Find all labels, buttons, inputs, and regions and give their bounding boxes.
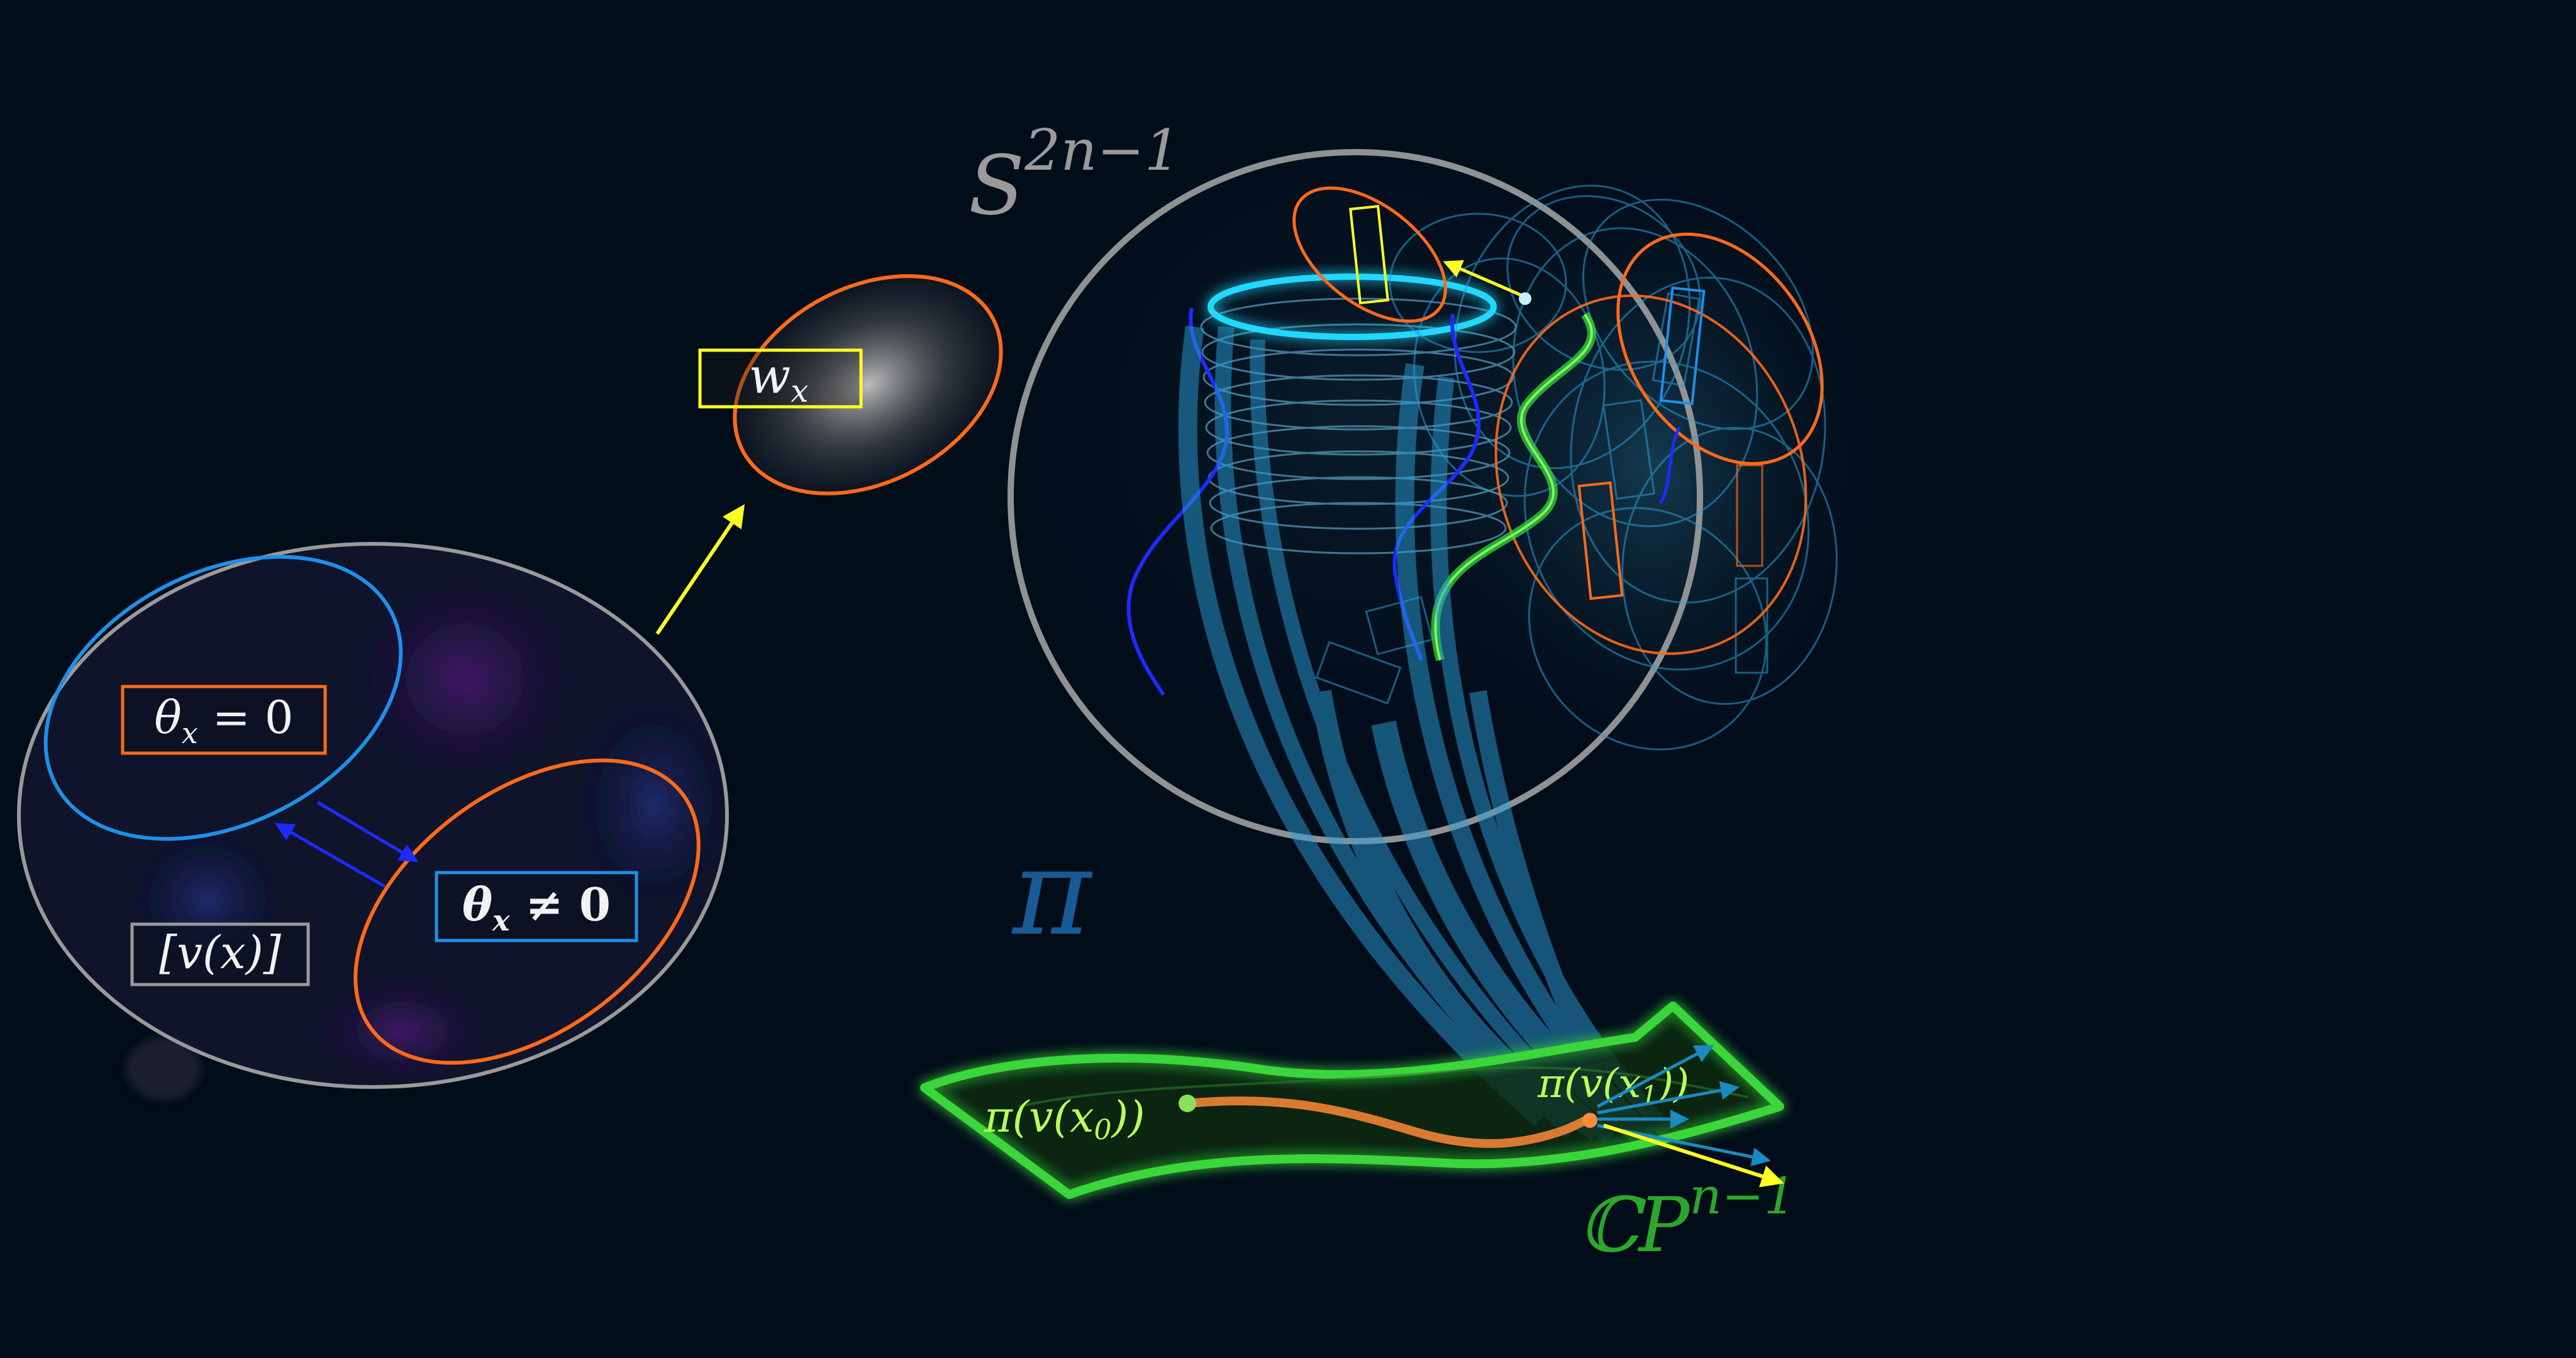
class-v-label: [v(x)]	[159, 926, 282, 979]
wx-region-boundary	[733, 274, 1003, 495]
class-v-box	[130, 922, 310, 986]
point-x1	[1582, 1113, 1597, 1128]
projection-label: π	[1011, 823, 1093, 962]
cp-label: ℂPn−1	[1579, 1167, 1796, 1269]
fiber-yellow-box	[1349, 204, 1389, 305]
fiber-orange-top	[1292, 186, 1447, 323]
wx-region	[735, 276, 1001, 494]
class-space-blob-purple	[352, 572, 579, 786]
wx-label: wx	[749, 348, 809, 409]
class-space-blob-blue-1	[572, 692, 736, 918]
tangent-point-top	[1519, 292, 1531, 305]
highlighted-fiber	[1208, 273, 1497, 340]
projected-path	[1188, 1096, 1592, 1148]
theta-nonzero-label: θx ≠ 0	[462, 878, 611, 937]
class-space-blob-purple-2	[314, 974, 491, 1088]
pi-x0-label: π(v(x0))	[984, 1093, 1145, 1146]
green-lift-path-core	[1434, 313, 1593, 661]
fiber-blue-box	[1659, 286, 1706, 406]
blue-wave-right	[1658, 426, 1681, 504]
tangent-arrow-1	[1596, 1045, 1714, 1108]
theta-zero-label: θx = 0	[154, 691, 293, 750]
point-x0	[1179, 1095, 1196, 1112]
class-space-group: θx = 0 θx ≠ 0 [v(x)]	[17, 542, 736, 1100]
theta-zero-region	[43, 555, 403, 841]
pi-x1-label: π(v(x1))	[1537, 1061, 1689, 1111]
tangent-arrow-2	[1597, 1081, 1740, 1115]
projective-space-ribbon	[920, 1002, 1784, 1199]
fiber-orange-large	[1494, 294, 1807, 655]
sphere-group: S2n−1	[969, 118, 1880, 849]
exchange-arrow-left	[274, 823, 386, 888]
class-space-blob-gray	[126, 1037, 201, 1100]
fiber-cluster	[1315, 184, 1838, 751]
theta-zero-box	[121, 685, 327, 755]
exchange-arrow-right	[316, 800, 419, 863]
tangent-arrow-top	[1443, 260, 1523, 297]
wx-group: wx	[698, 274, 1003, 495]
to-wx-arrow	[655, 504, 745, 635]
fiber-orange-box	[1577, 481, 1624, 600]
projective-space-inner-curve	[1018, 1066, 1749, 1108]
sphere-label: S2n−1	[969, 118, 1180, 233]
fiber-orange-right	[1616, 233, 1824, 465]
class-space-boundary	[17, 542, 729, 1089]
projective-space-group: ℂPn−1 π(v(x0)) π(v(x1))	[920, 1002, 1796, 1269]
fiber-orange-box-2	[1736, 464, 1763, 567]
theta-nonzero-region	[353, 758, 701, 1065]
tangent-arrow-yellow	[1603, 1123, 1784, 1188]
theta-nonzero-box	[435, 871, 638, 942]
wx-box	[698, 348, 863, 409]
